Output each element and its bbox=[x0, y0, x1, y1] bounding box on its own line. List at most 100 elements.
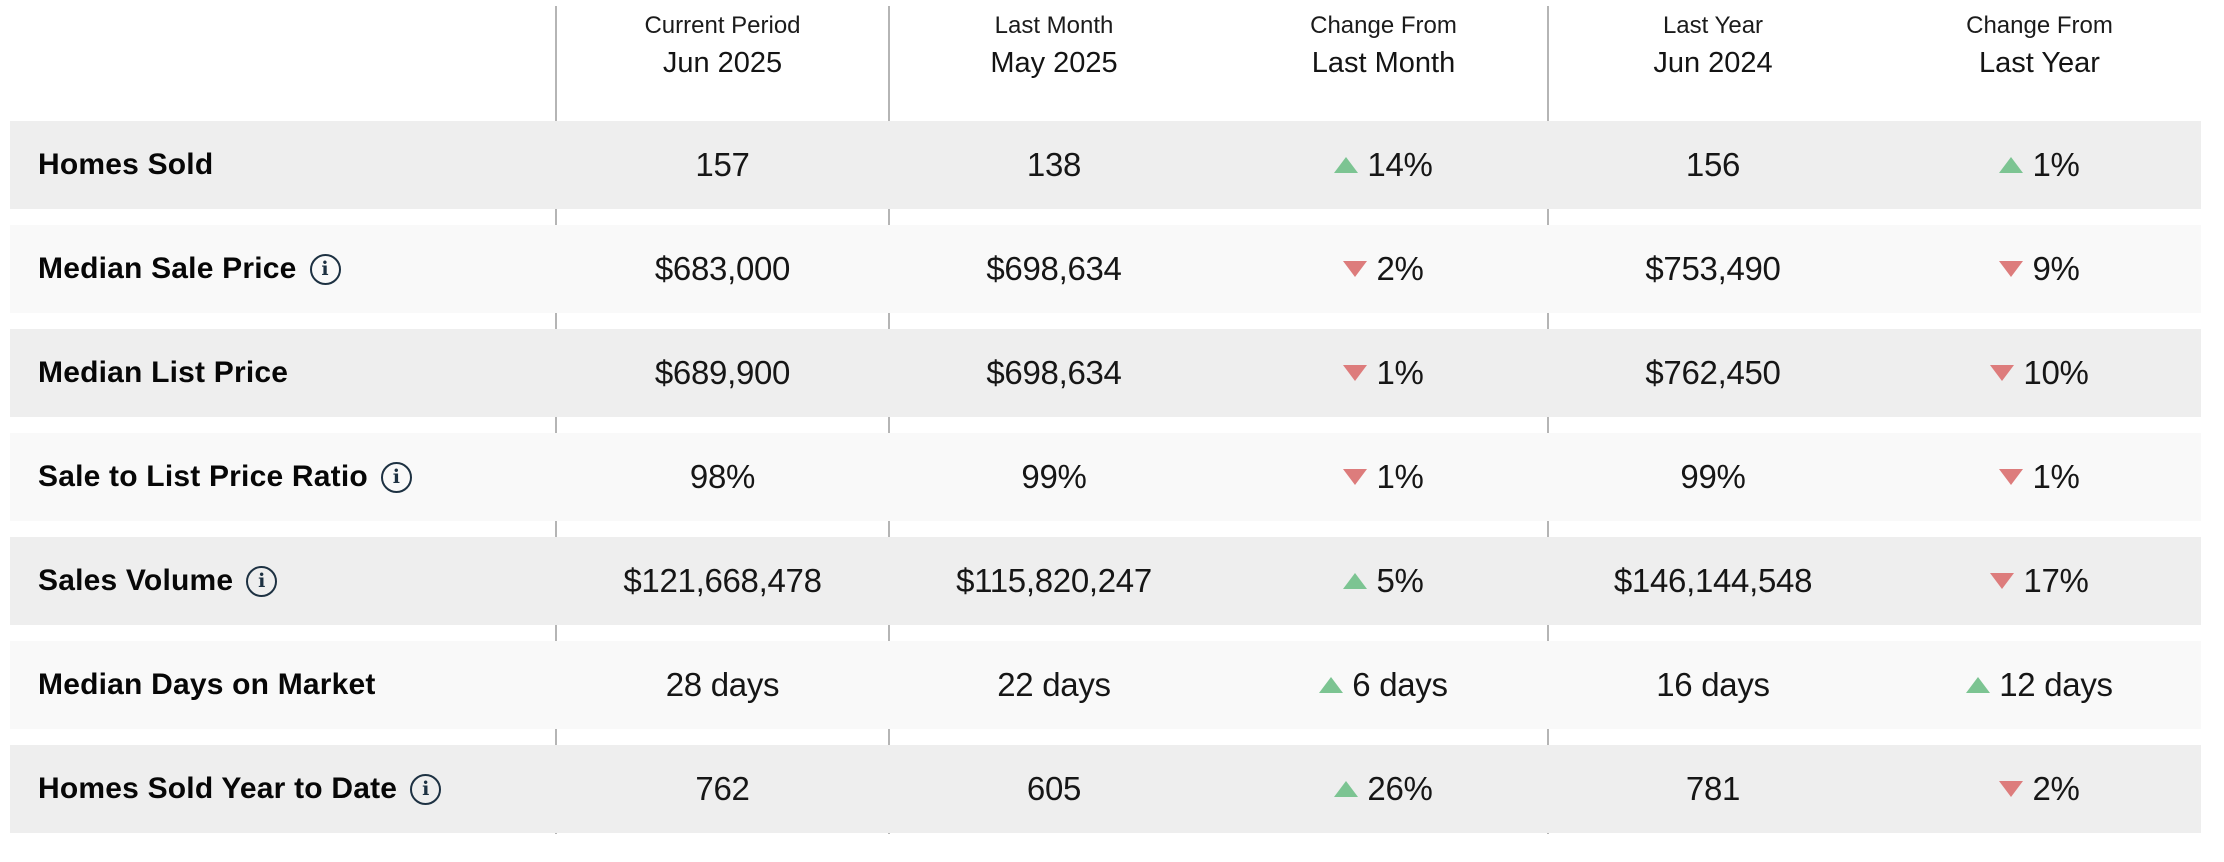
cell-current-period: $121,668,478 bbox=[623, 562, 822, 599]
cell-last-month: 22 days bbox=[997, 666, 1111, 703]
cell-change-from-last-month: 26% bbox=[1219, 745, 1548, 833]
info-icon[interactable]: i bbox=[309, 253, 341, 285]
change-value: 12 days bbox=[1999, 666, 2113, 703]
row-label: Sale to List Price Ratio bbox=[38, 460, 368, 493]
table-row-median-days-on-market: Median Days on Market i 28 days 22 days … bbox=[10, 641, 2201, 729]
cell-change-from-last-year: 12 days bbox=[1878, 641, 2201, 729]
row-label: Homes Sold bbox=[38, 148, 214, 181]
row-label: Sales Volume bbox=[38, 564, 234, 597]
column-divider bbox=[1547, 6, 1549, 834]
table-row-homes-sold: Homes Sold i 157 138 14% 156 1% bbox=[10, 121, 2201, 209]
row-label: Homes Sold Year to Date bbox=[38, 772, 398, 805]
change-value: 1% bbox=[1376, 354, 1424, 391]
change-value: 9% bbox=[2032, 250, 2080, 287]
column-header-last-month: Last Month May 2025 bbox=[889, 0, 1219, 121]
cell-last-month: $698,634 bbox=[986, 354, 1122, 391]
header-line1: Last Month bbox=[994, 12, 1114, 39]
triangle-up-icon bbox=[1334, 781, 1359, 797]
triangle-down-icon bbox=[1343, 365, 1368, 381]
change-value: 17% bbox=[2023, 562, 2089, 599]
header-line2: Last Year bbox=[1979, 47, 2100, 79]
header-line1: Change From bbox=[1966, 12, 2113, 39]
header-line1: Current Period bbox=[644, 12, 801, 39]
row-label: Median Days on Market bbox=[38, 668, 376, 701]
cell-change-from-last-year: 10% bbox=[1878, 329, 2201, 417]
triangle-up-icon bbox=[1966, 677, 1991, 693]
triangle-up-icon bbox=[1319, 677, 1344, 693]
info-icon[interactable]: i bbox=[410, 773, 442, 805]
cell-last-year: 156 bbox=[1685, 146, 1741, 183]
info-icon[interactable]: i bbox=[246, 565, 278, 597]
column-divider bbox=[888, 6, 890, 834]
info-icon[interactable]: i bbox=[380, 461, 412, 493]
cell-change-from-last-year: 2% bbox=[1878, 745, 2201, 833]
cell-change-from-last-month: 1% bbox=[1219, 433, 1548, 521]
header-line2: Last Month bbox=[1311, 47, 1456, 79]
triangle-up-icon bbox=[1343, 573, 1368, 589]
triangle-up-icon bbox=[1999, 157, 2024, 173]
cell-change-from-last-month: 14% bbox=[1219, 121, 1548, 209]
column-divider bbox=[555, 6, 557, 834]
header-line2: Jun 2024 bbox=[1653, 47, 1773, 79]
change-value: 1% bbox=[1376, 458, 1424, 495]
change-value: 26% bbox=[1367, 770, 1433, 807]
cell-last-month: $698,634 bbox=[986, 250, 1122, 287]
cell-change-from-last-month: 6 days bbox=[1219, 641, 1548, 729]
cell-current-period: 28 days bbox=[665, 666, 780, 703]
row-label-cell: Homes Sold Year to Date i bbox=[10, 745, 556, 833]
row-label: Median Sale Price bbox=[38, 252, 297, 285]
cell-change-from-last-year: 1% bbox=[1878, 121, 2201, 209]
row-label-cell: Median Sale Price i bbox=[10, 225, 556, 313]
change-value: 5% bbox=[1376, 562, 1424, 599]
cell-current-period: 762 bbox=[695, 770, 750, 807]
column-header-change-from-last-month: Change From Last Month bbox=[1219, 0, 1548, 121]
row-label: Median List Price bbox=[38, 356, 289, 389]
cell-change-from-last-month: 5% bbox=[1219, 537, 1548, 625]
triangle-down-icon bbox=[1343, 261, 1368, 277]
market-stats-table: Current Period Jun 2025 Last Month May 2… bbox=[10, 0, 2201, 849]
row-label-cell: Sales Volume i bbox=[10, 537, 556, 625]
table-body: Homes Sold i 157 138 14% 156 1% bbox=[10, 121, 2201, 849]
triangle-down-icon bbox=[1999, 469, 2024, 485]
table-row-homes-sold-year-to-date: Homes Sold Year to Date i 762 605 26% 78… bbox=[10, 745, 2201, 833]
triangle-down-icon bbox=[1999, 261, 2024, 277]
row-label-cell: Median Days on Market i bbox=[10, 641, 556, 729]
triangle-down-icon bbox=[1990, 573, 2015, 589]
cell-change-from-last-year: 1% bbox=[1878, 433, 2201, 521]
triangle-down-icon bbox=[1990, 365, 2015, 381]
cell-last-year: $753,490 bbox=[1645, 250, 1781, 287]
table-row-sales-volume: Sales Volume i $121,668,478 $115,820,247… bbox=[10, 537, 2201, 625]
row-label-cell: Median List Price i bbox=[10, 329, 556, 417]
cell-change-from-last-year: 9% bbox=[1878, 225, 2201, 313]
triangle-up-icon bbox=[1334, 157, 1359, 173]
cell-change-from-last-year: 17% bbox=[1878, 537, 2201, 625]
change-value: 14% bbox=[1367, 146, 1433, 183]
column-header-last-year: Last Year Jun 2024 bbox=[1548, 0, 1878, 121]
cell-current-period: 98% bbox=[689, 458, 756, 495]
column-header-change-from-last-year: Change From Last Year bbox=[1878, 0, 2201, 121]
cell-last-month: 138 bbox=[1026, 146, 1082, 183]
column-header-current-period: Current Period Jun 2025 bbox=[556, 0, 889, 121]
row-label-cell: Homes Sold i bbox=[10, 121, 556, 209]
cell-last-year: 16 days bbox=[1656, 666, 1770, 703]
cell-last-year: $762,450 bbox=[1645, 354, 1781, 391]
header-line1: Last Year bbox=[1662, 12, 1764, 39]
header-line1: Change From bbox=[1310, 12, 1457, 39]
change-value: 1% bbox=[2032, 146, 2080, 183]
change-value: 2% bbox=[2032, 770, 2080, 807]
change-value: 1% bbox=[2032, 458, 2080, 495]
table-row-median-list-price: Median List Price i $689,900 $698,634 1%… bbox=[10, 329, 2201, 417]
table-header-row: Current Period Jun 2025 Last Month May 2… bbox=[10, 0, 2201, 121]
cell-current-period: 157 bbox=[695, 146, 750, 183]
row-label-cell: Sale to List Price Ratio i bbox=[10, 433, 556, 521]
header-line2: Jun 2025 bbox=[662, 47, 783, 79]
cell-last-month: $115,820,247 bbox=[956, 562, 1152, 599]
triangle-down-icon bbox=[1343, 469, 1368, 485]
cell-change-from-last-month: 2% bbox=[1219, 225, 1548, 313]
table-row-median-sale-price: Median Sale Price i $683,000 $698,634 2%… bbox=[10, 225, 2201, 313]
cell-current-period: $689,900 bbox=[654, 354, 791, 391]
header-line2: May 2025 bbox=[990, 47, 1118, 79]
cell-last-year: 99% bbox=[1680, 458, 1746, 495]
cell-last-year: 781 bbox=[1685, 770, 1741, 807]
